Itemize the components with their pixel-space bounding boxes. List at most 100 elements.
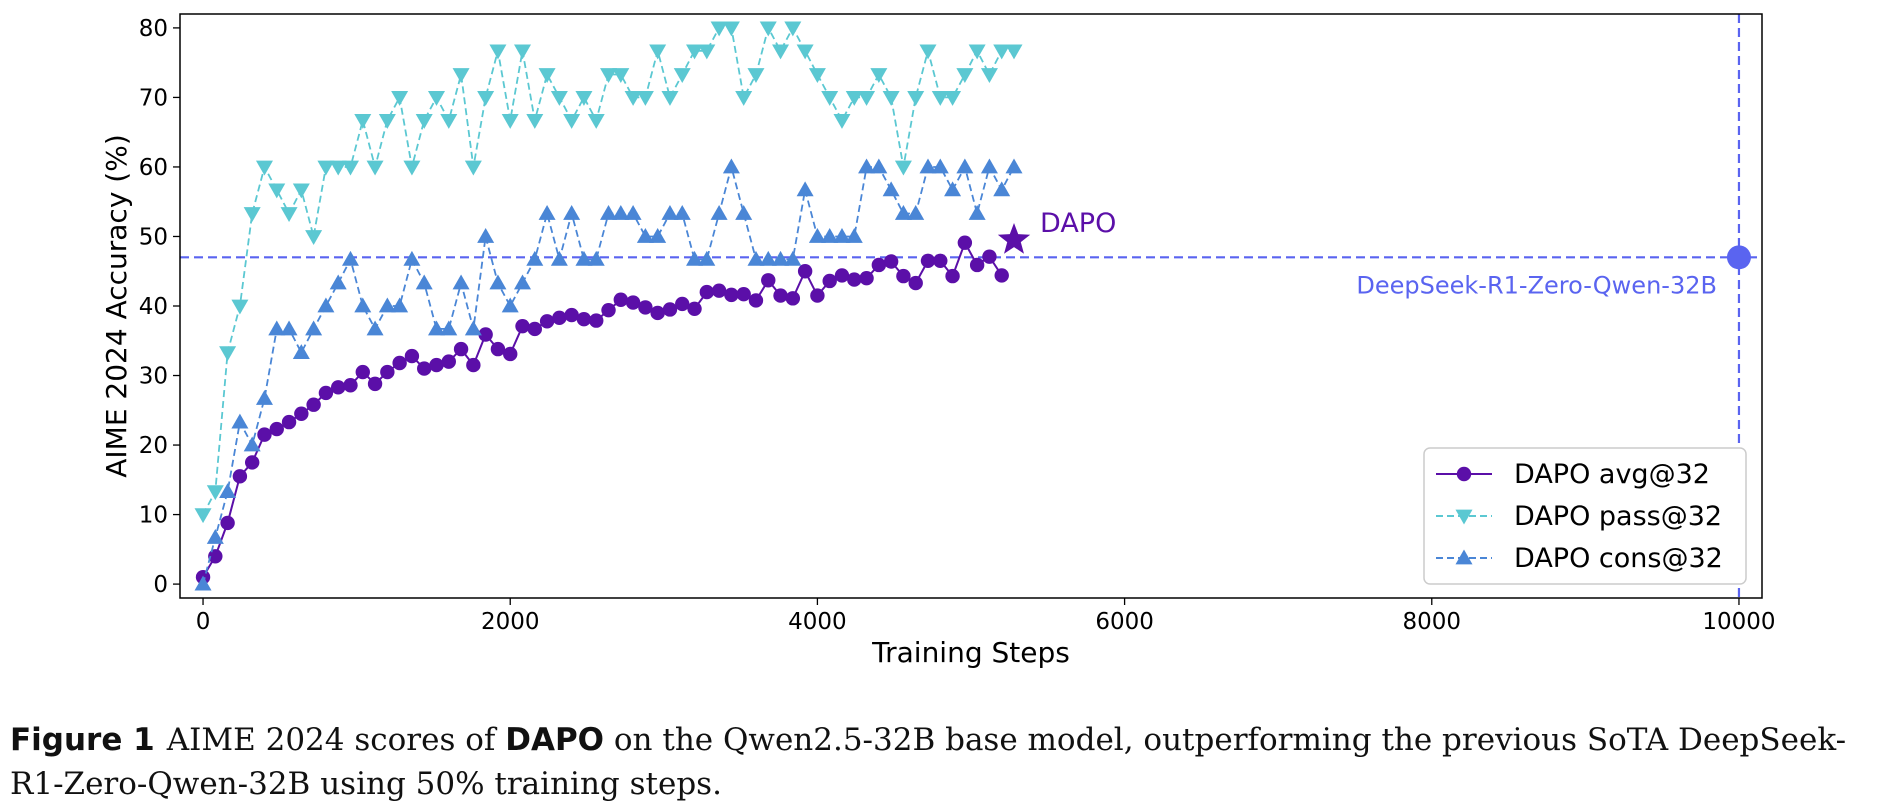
x-tick-label: 2000 — [481, 609, 540, 635]
data-point — [194, 575, 212, 591]
data-point — [945, 268, 960, 284]
data-point — [833, 227, 851, 243]
data-point — [687, 301, 702, 316]
data-point — [452, 274, 470, 290]
data-point — [980, 68, 998, 83]
data-point — [920, 253, 936, 269]
data-point — [833, 113, 851, 129]
data-point — [797, 264, 813, 279]
data-point — [896, 268, 911, 284]
data-point — [736, 286, 751, 302]
legend-label: DAPO avg@32 — [1514, 459, 1710, 490]
data-point — [255, 160, 273, 176]
reference-point — [1726, 245, 1751, 270]
data-point — [391, 91, 409, 106]
data-point — [871, 257, 887, 273]
data-point — [944, 181, 962, 197]
legend-label: DAPO pass@32 — [1514, 501, 1722, 532]
data-point — [821, 91, 839, 106]
data-point — [722, 21, 740, 37]
data-point — [231, 413, 249, 429]
legend-label: DAPO cons@32 — [1514, 543, 1723, 574]
data-point — [563, 205, 581, 220]
data-point — [870, 68, 888, 83]
data-point — [404, 348, 420, 364]
data-point — [490, 341, 506, 357]
y-tick-label: 20 — [139, 433, 168, 459]
data-point — [268, 320, 286, 336]
data-point — [354, 113, 372, 129]
data-point — [822, 273, 837, 289]
legend-marker — [1455, 549, 1473, 565]
chart-container: DAPO DeepSeek-R1-Zero-Qwen-32B 0 2000 4000 60… — [100, 13, 1776, 669]
data-point — [219, 346, 237, 362]
data-point — [341, 160, 359, 176]
data-point — [268, 183, 286, 199]
data-point — [919, 44, 937, 60]
data-point — [318, 385, 334, 401]
x-tick-label: 6000 — [1095, 609, 1154, 635]
data-point — [994, 268, 1009, 283]
data-point — [759, 21, 777, 37]
data-point — [440, 320, 458, 336]
y-tick-label: 10 — [139, 503, 168, 529]
data-point — [380, 364, 395, 380]
data-point — [257, 427, 272, 442]
data-point — [796, 44, 814, 60]
data-point — [759, 250, 777, 266]
data-point — [845, 91, 863, 106]
data-point — [673, 205, 691, 220]
data-point — [662, 302, 678, 317]
data-point — [969, 257, 985, 273]
data-point — [883, 254, 899, 269]
data-point — [957, 235, 973, 250]
legend: DAPO avg@32 DAPO pass@32 DAPO cons@32 — [1423, 447, 1747, 585]
data-point — [600, 205, 618, 220]
data-point — [527, 321, 542, 337]
series-1 — [194, 21, 1023, 524]
data-point — [808, 68, 826, 83]
data-point — [686, 44, 704, 60]
data-point — [232, 469, 248, 484]
data-point — [243, 436, 261, 452]
data-point — [466, 357, 481, 373]
data-point — [859, 270, 874, 286]
data-point — [882, 91, 900, 106]
figure-caption: Figure 1 AIME 2024 scores of DAPO on the … — [10, 718, 1890, 806]
accuracy-chart: DAPO DeepSeek-R1-Zero-Qwen-32B 0 2000 4000 60… — [100, 13, 1776, 669]
data-point — [415, 113, 433, 129]
y-tick-label: 0 — [153, 572, 168, 598]
data-point — [649, 44, 667, 60]
data-point — [478, 327, 493, 342]
data-point — [575, 250, 593, 266]
data-point — [538, 68, 556, 83]
y-axis-label: AIME 2024 Accuracy (%) — [100, 134, 133, 478]
data-point — [956, 68, 974, 83]
x-tick-label: 4000 — [788, 609, 847, 635]
data-point — [698, 250, 716, 266]
caption-text-after: on the Qwen2.5-32B base model, outperfor… — [10, 722, 1847, 802]
data-point — [378, 297, 396, 313]
data-point — [933, 253, 948, 269]
data-point — [477, 227, 495, 243]
data-point — [343, 378, 358, 393]
data-point — [219, 483, 237, 499]
data-point — [710, 205, 728, 220]
data-point — [931, 158, 949, 174]
data-point — [968, 44, 986, 60]
data-point — [429, 357, 444, 373]
data-point — [526, 113, 544, 129]
data-point — [501, 297, 519, 313]
data-point — [993, 44, 1011, 60]
data-point — [305, 320, 323, 336]
data-point — [711, 283, 727, 298]
data-point — [624, 91, 642, 106]
data-point — [919, 158, 937, 174]
data-point — [564, 307, 579, 323]
data-point — [698, 44, 716, 60]
data-point — [858, 158, 876, 174]
data-point — [489, 44, 507, 60]
data-point — [427, 91, 445, 106]
data-point — [317, 160, 335, 176]
y-tick-label: 30 — [139, 364, 168, 390]
